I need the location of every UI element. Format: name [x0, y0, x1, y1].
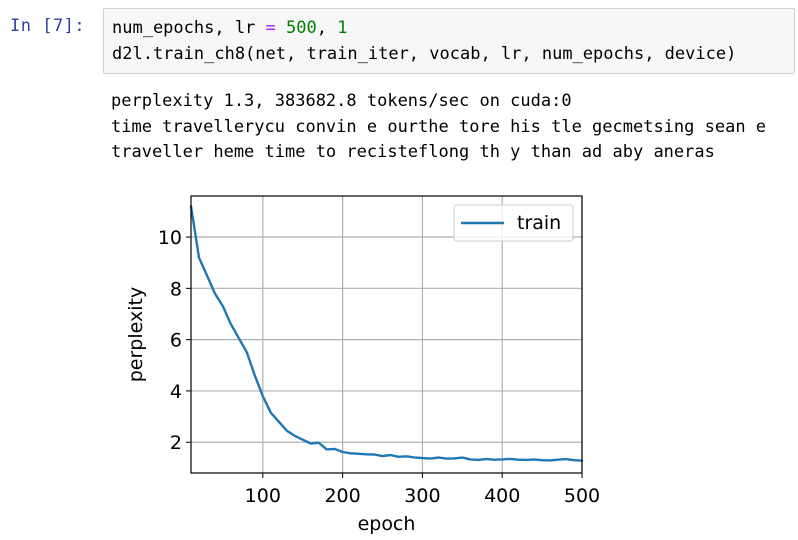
- code-separator: ,: [316, 18, 338, 38]
- code-number-lr: 1: [337, 18, 348, 38]
- output-line-sample-1: time travellerycu convin e ourthe tore h…: [111, 117, 767, 137]
- x-tick-label: 200: [324, 485, 360, 507]
- output-line-perplexity: perplexity 1.3, 383682.8 tokens/sec on c…: [111, 91, 572, 111]
- y-tick-label: 10: [158, 227, 182, 249]
- cell-prompt: In [7]:: [10, 16, 86, 36]
- chart-legend: train: [453, 204, 574, 242]
- code-line-1: num_epochs, lr = 500, 1: [112, 18, 347, 38]
- code-cell-input[interactable]: num_epochs, lr = 500, 1 d2l.train_ch8(ne…: [103, 8, 795, 74]
- x-axis-label: epoch: [358, 513, 416, 535]
- code-number-epochs: 500: [286, 18, 317, 38]
- code-operator: =: [265, 18, 276, 38]
- legend-box: [453, 204, 574, 242]
- plot-frame: [190, 195, 583, 474]
- code-identifiers: num_epochs, lr: [112, 18, 266, 38]
- train-series-line: [189, 205, 584, 462]
- x-tick-label: 400: [484, 485, 520, 507]
- x-tick-label: 100: [245, 485, 281, 507]
- y-tick-label: 2: [170, 432, 182, 454]
- legend-label-train: train: [517, 212, 561, 234]
- y-axis-label: perplexity: [125, 287, 147, 382]
- x-tick-label: 300: [404, 485, 440, 507]
- y-tick-label: 4: [170, 381, 182, 403]
- axis-ticks: 100 200 300 400 500 2 4 6 8 10: [158, 227, 600, 507]
- code-line-2: d2l.train_ch8(net, train_iter, vocab, lr…: [112, 44, 737, 64]
- y-tick-label: 6: [170, 330, 182, 352]
- output-line-sample-2: traveller heme time to recisteflong th y…: [111, 142, 715, 162]
- x-tick-label: 500: [564, 485, 600, 507]
- y-tick-label: 8: [170, 278, 182, 300]
